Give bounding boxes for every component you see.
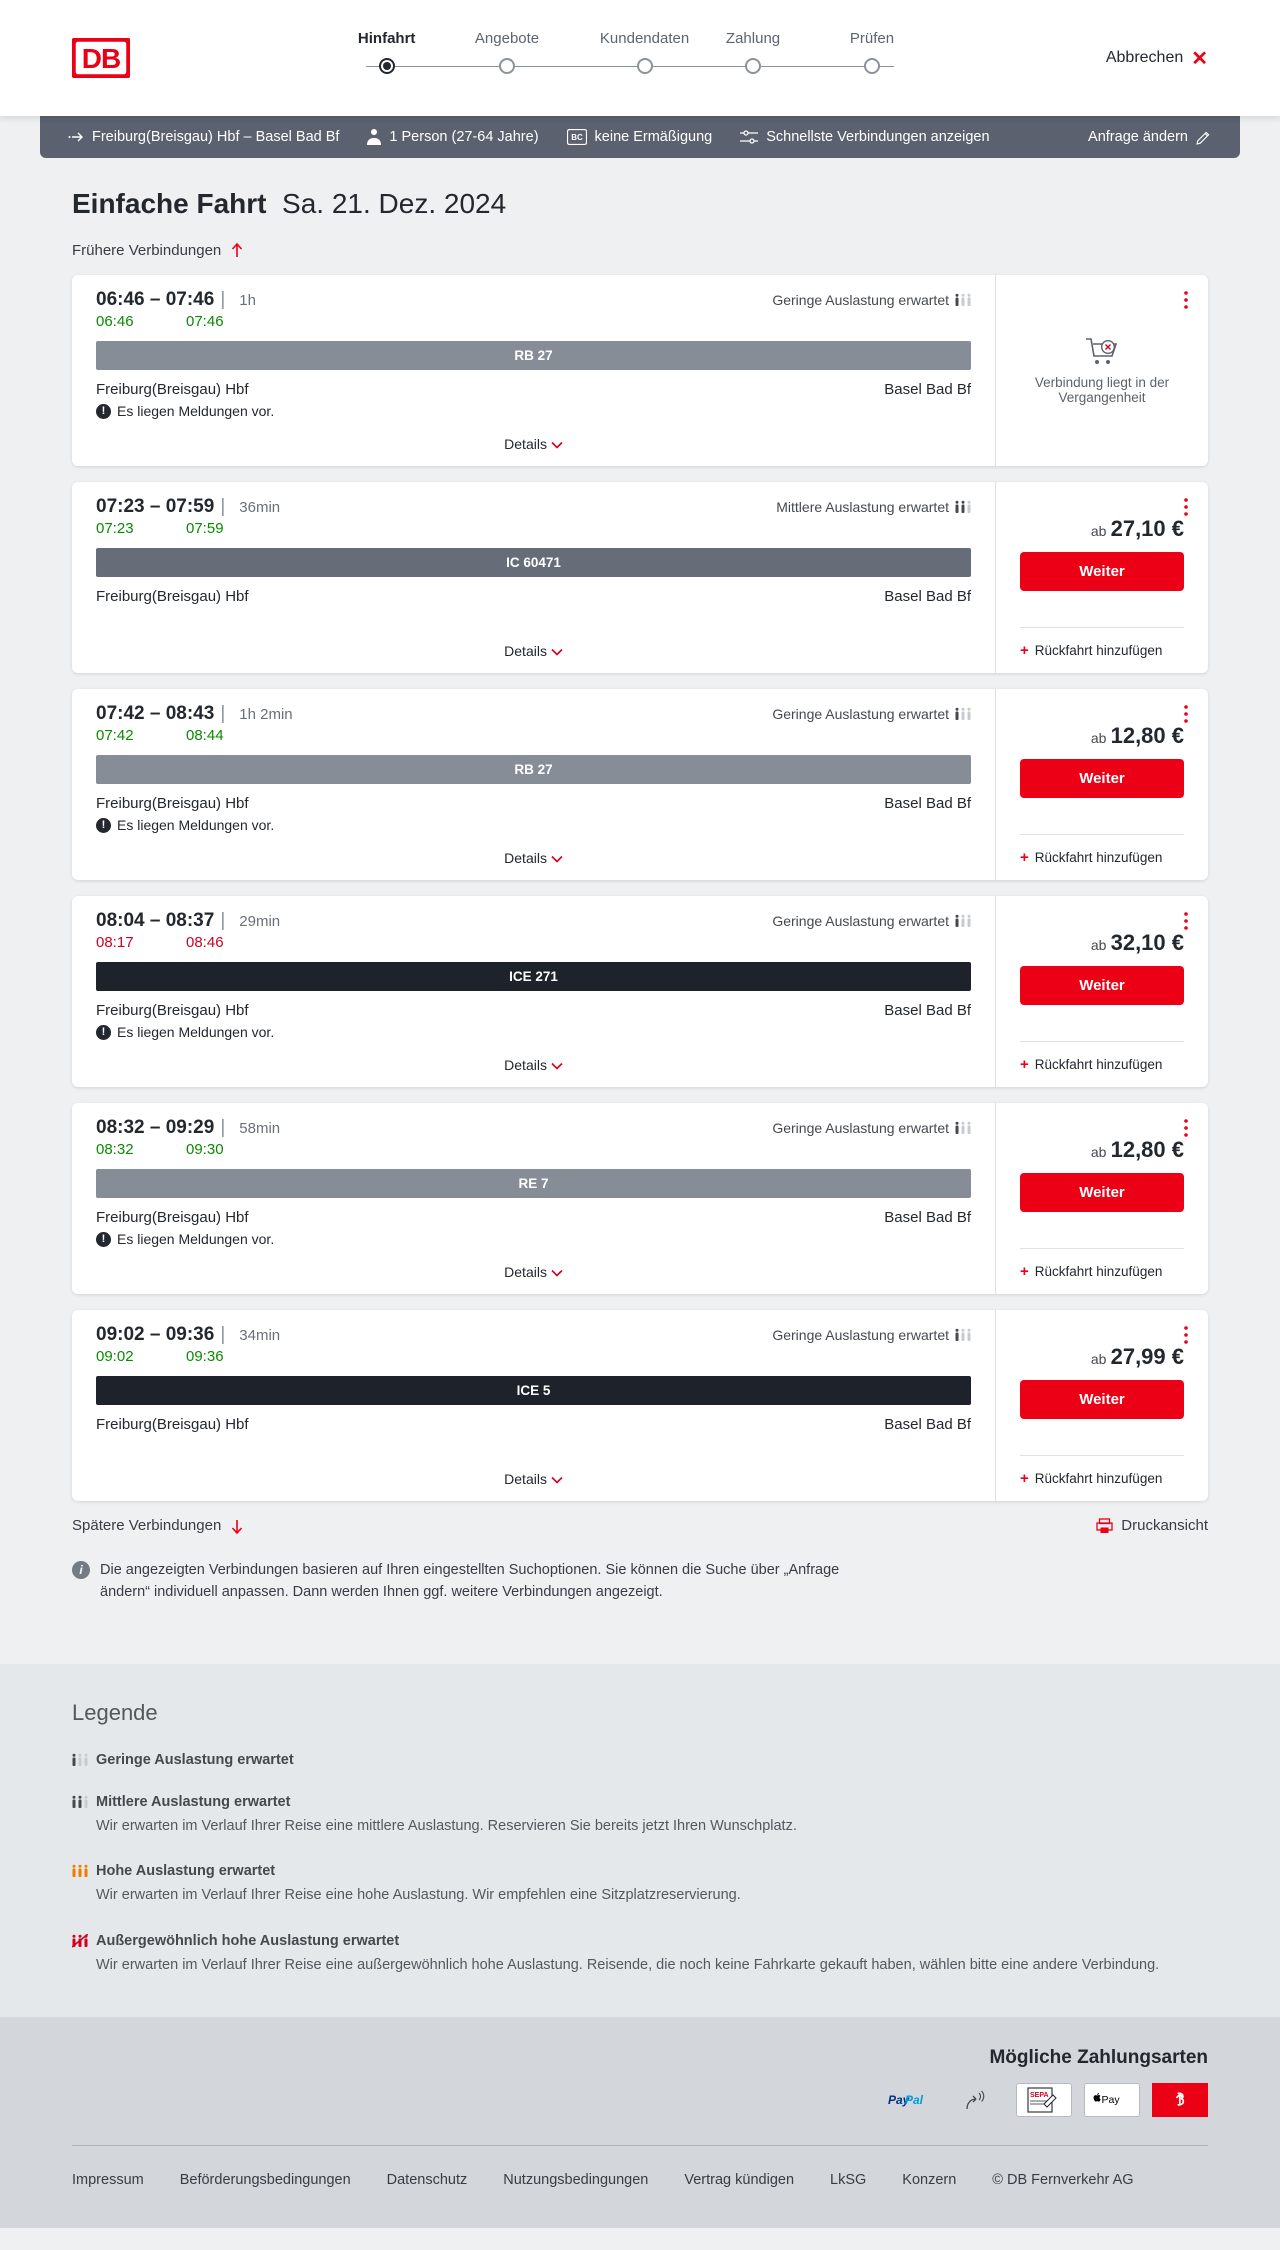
svg-text:Pay: Pay (1102, 2094, 1121, 2106)
svg-text:SEPA: SEPA (1030, 2092, 1049, 2099)
svg-text:BC: BC (571, 133, 583, 142)
svg-text:DB: DB (82, 43, 120, 74)
svg-text:Pal: Pal (905, 2093, 924, 2107)
